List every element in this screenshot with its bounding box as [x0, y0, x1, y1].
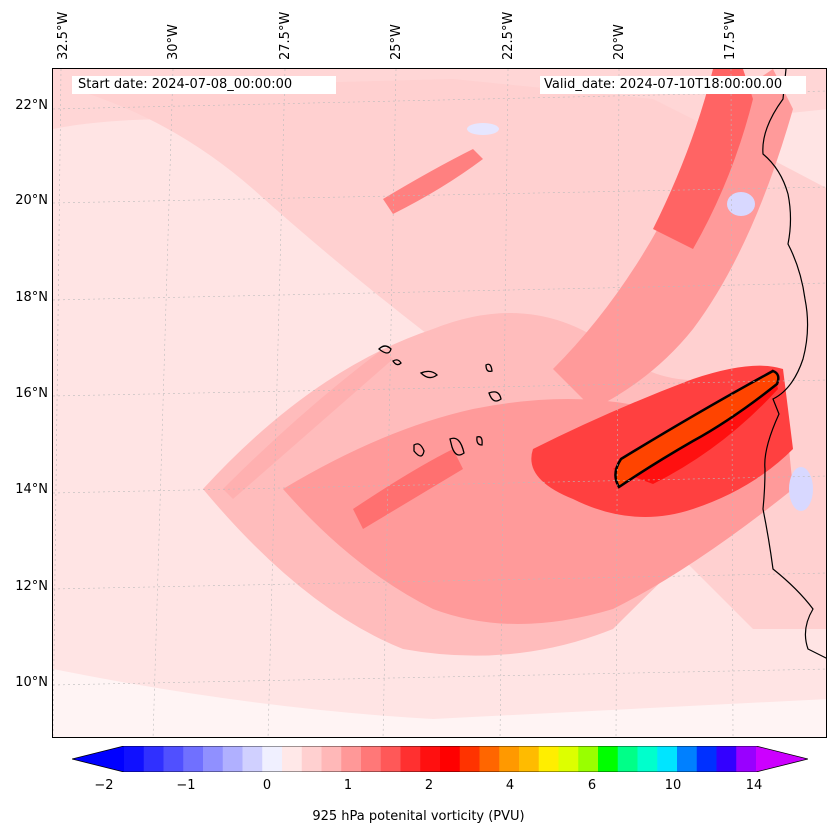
map-panel[interactable] [52, 68, 827, 738]
field-blue-spot-coast [789, 467, 813, 511]
colorbar-segment [538, 746, 559, 772]
lon-label-22-5w: 22.5°W [501, 11, 516, 60]
field-northeast-core [653, 69, 753, 249]
colorbar-over-extend [756, 746, 808, 772]
colorbar-segment [380, 746, 401, 772]
colorbar-segment [242, 746, 263, 772]
colorbar-segment [637, 746, 658, 772]
colorbar [71, 745, 809, 773]
field-blue-spot-north [727, 192, 755, 216]
colorbar-segment [499, 746, 520, 772]
lat-label-18n: 18°N [15, 290, 48, 305]
colorbar-segment [341, 746, 362, 772]
colorbar-segment [321, 746, 342, 772]
lon-label-32-5w: 32.5°W [56, 11, 71, 60]
lon-label-27-5w: 27.5°W [278, 11, 293, 60]
colorbar-segment [459, 746, 480, 772]
colorbar-segment [183, 746, 204, 772]
lat-label-16n: 16°N [15, 386, 48, 401]
colorbar-segment [420, 746, 441, 772]
colorbar-segment [124, 746, 145, 772]
valid-date-label: Valid_date: 2024-07-10T18:00:00.00 [540, 76, 806, 94]
colorbar-segment [558, 746, 579, 772]
colorbar-segment [617, 746, 638, 772]
graticule [53, 69, 826, 737]
colorbar-tick-2: 2 [424, 778, 434, 793]
colorbar-segment [143, 746, 164, 772]
colorbar-segment [440, 746, 461, 772]
colorbar-segment [479, 746, 500, 772]
colorbar-segment [361, 746, 382, 772]
lon-label-20w: 20°W [612, 24, 627, 60]
colorbar-under-extend [72, 746, 124, 772]
colorbar-tick-0: 0 [262, 778, 272, 793]
colorbar-segment [222, 746, 243, 772]
colorbar-segment [696, 746, 717, 772]
field-band-north [383, 149, 483, 214]
lat-label-10n: 10°N [15, 675, 48, 690]
colorbar-segment [677, 746, 698, 772]
lon-label-17-5w: 17.5°W [723, 11, 738, 60]
colorbar-segment [203, 746, 224, 772]
field-south-pale [53, 669, 826, 737]
colorbar-segment [282, 746, 303, 772]
lon-label-30w: 30°W [166, 24, 181, 60]
pv-field-map [53, 69, 826, 737]
colorbar-tick-6: 6 [587, 778, 597, 793]
field-blue-spot-top [467, 123, 499, 135]
colorbar-tick-neg2: −2 [94, 778, 114, 793]
colorbar-tick-10: 10 [664, 778, 682, 793]
lat-label-22n: 22°N [15, 98, 48, 113]
colorbar-tick-neg1: −1 [176, 778, 196, 793]
colorbar-svg [71, 745, 809, 773]
colorbar-segment [301, 746, 322, 772]
colorbar-segment [519, 746, 540, 772]
lat-label-12n: 12°N [15, 579, 48, 594]
lon-label-25w: 25°W [389, 24, 404, 60]
africa-coastline [762, 69, 826, 659]
colorbar-segment [598, 746, 619, 772]
start-date-label: Start date: 2024-07-08_00:00:00 [72, 76, 336, 94]
field-band-northwest [223, 349, 393, 499]
colorbar-tick-14: 14 [745, 778, 763, 793]
lat-label-14n: 14°N [15, 482, 48, 497]
colorbar-segment [657, 746, 678, 772]
colorbar-segment [400, 746, 421, 772]
cape-verde-islands [378, 345, 502, 457]
contour-2pvu [614, 369, 780, 489]
field-band-west [353, 449, 463, 529]
colorbar-segment [736, 746, 757, 772]
colorbar-tick-1: 1 [343, 778, 353, 793]
colorbar-segment [163, 746, 184, 772]
colorbar-segment [578, 746, 599, 772]
colorbar-segment [716, 746, 737, 772]
colorbar-segment [262, 746, 283, 772]
lat-label-20n: 20°N [15, 193, 48, 208]
colorbar-tick-4: 4 [505, 778, 515, 793]
colorbar-label: 925 hPa potenital vorticity (PVU) [312, 809, 525, 824]
